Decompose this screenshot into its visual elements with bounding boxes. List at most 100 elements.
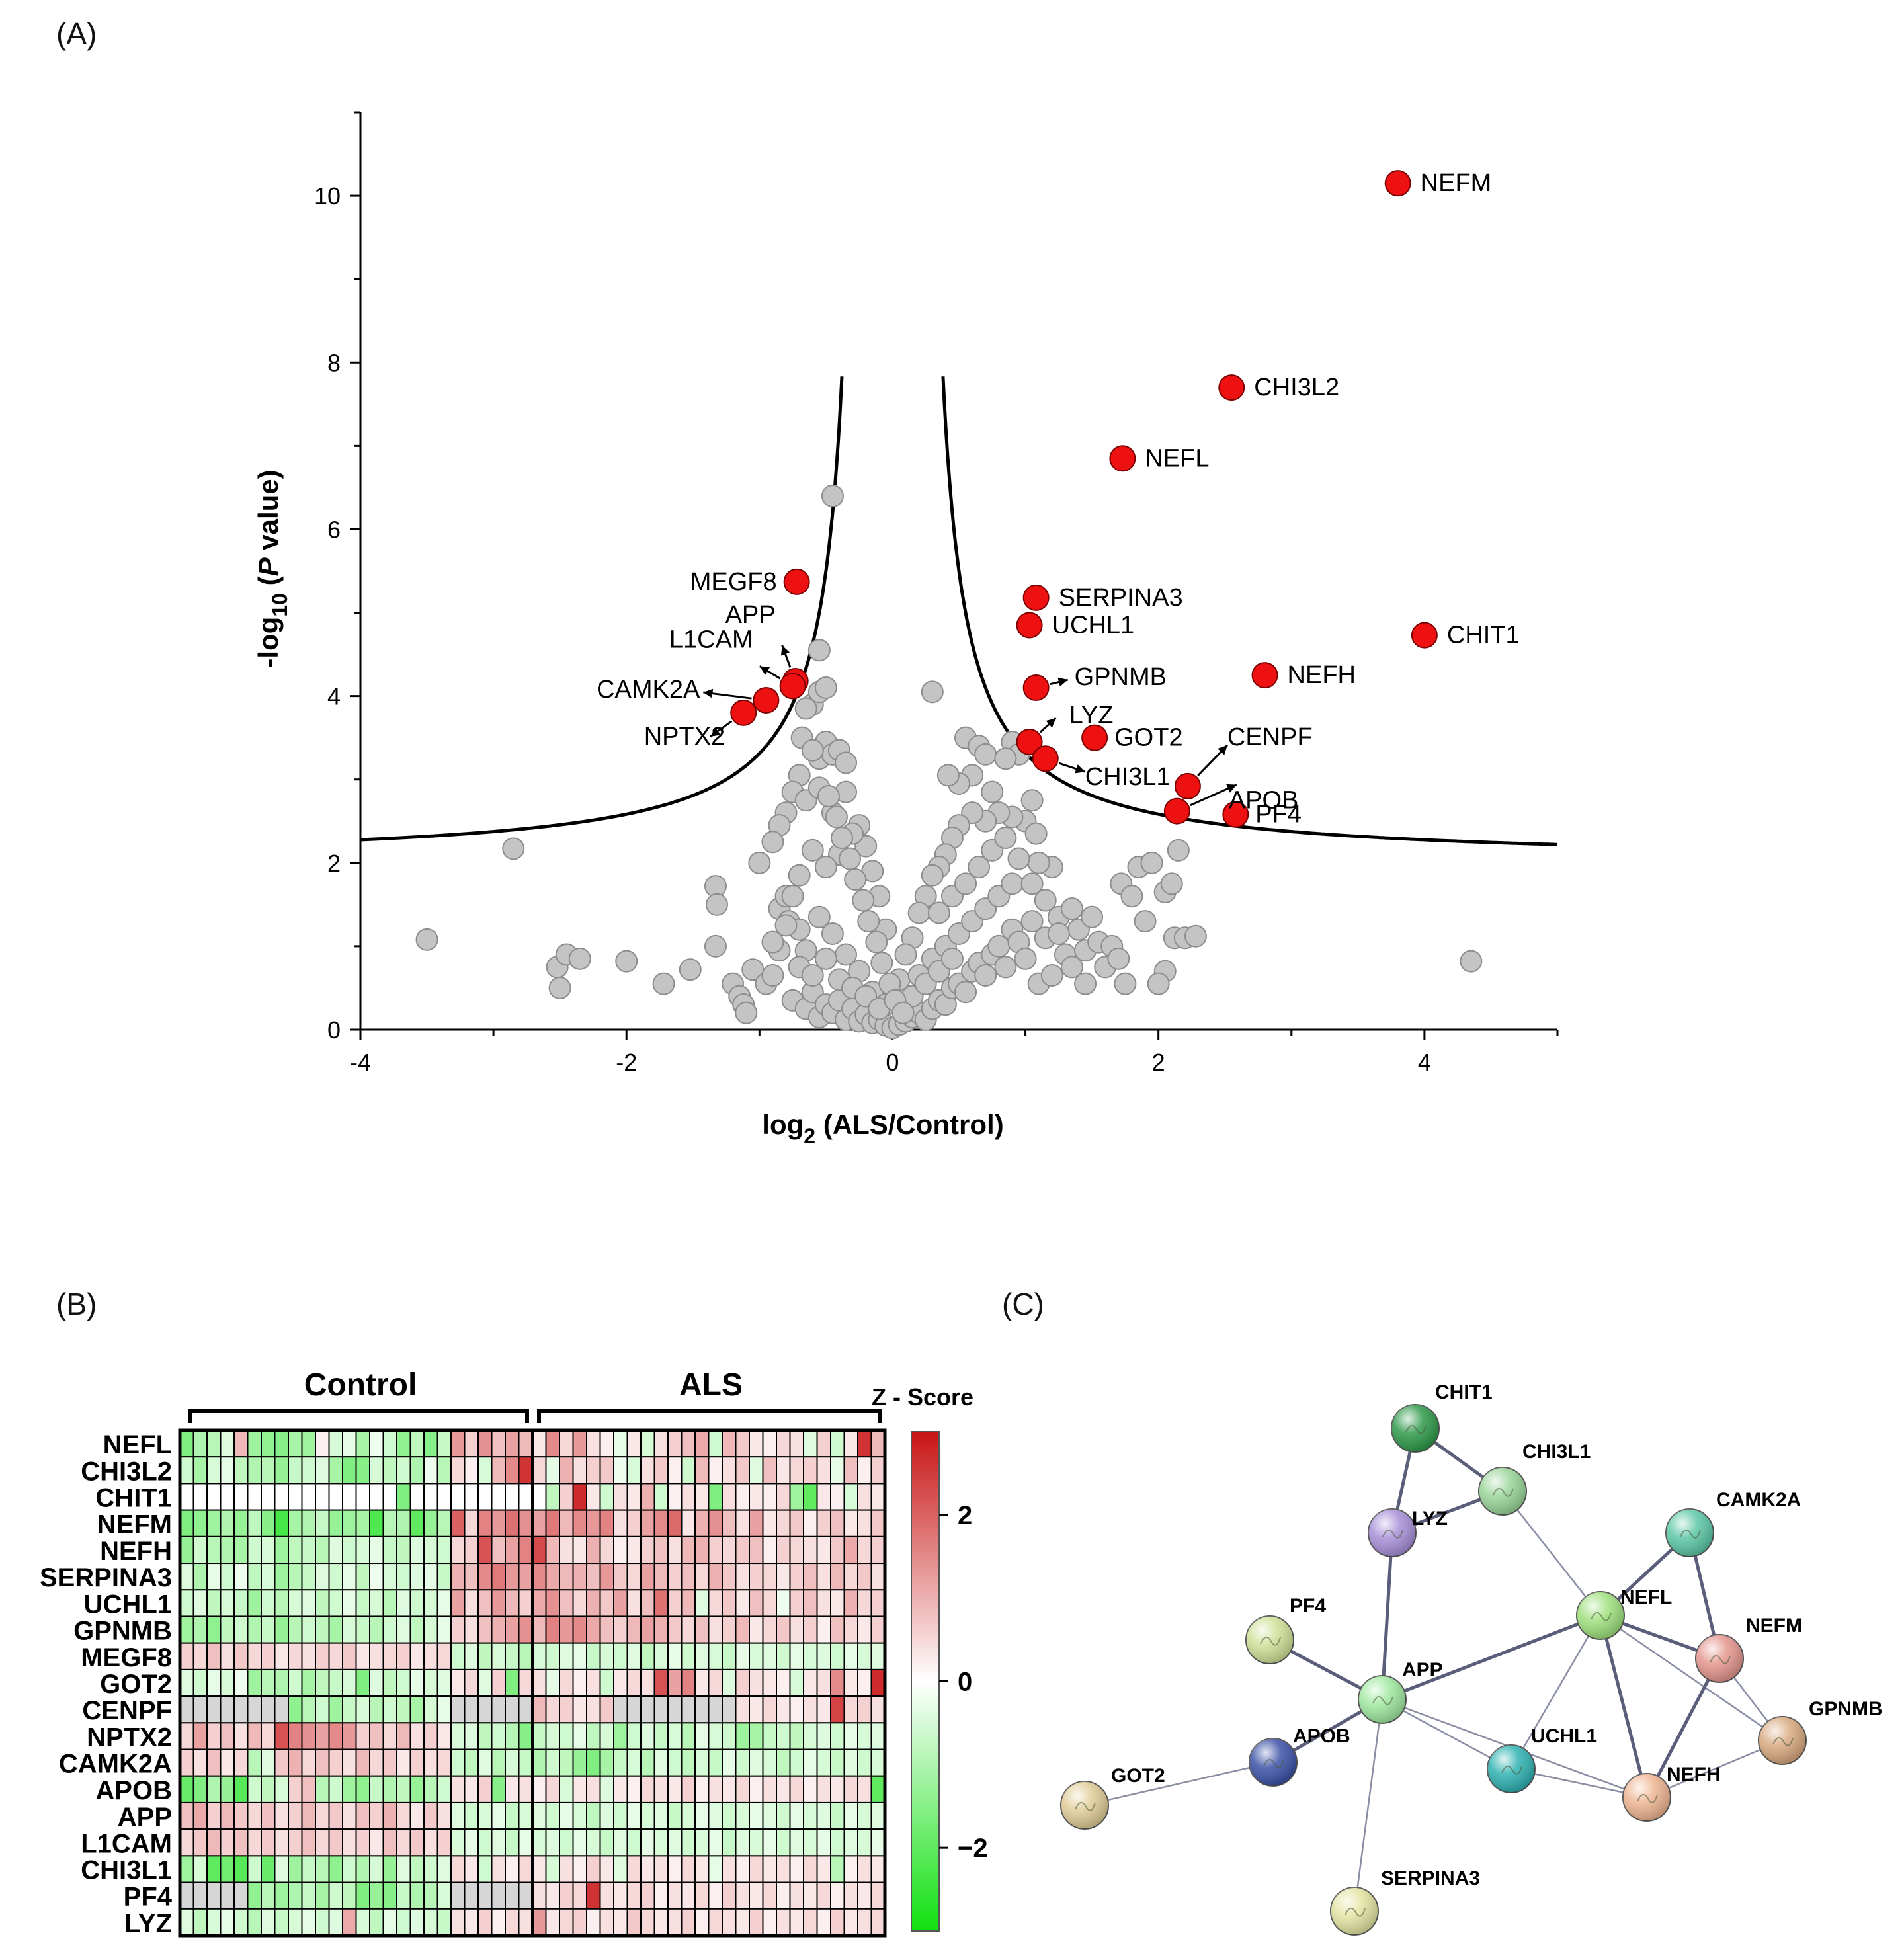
row-label-chit1: CHIT1 [95, 1484, 172, 1513]
nonsignificant-point [844, 868, 867, 891]
nonsignificant-point [981, 780, 1004, 803]
nonsignificant-point [801, 964, 824, 987]
x-tick-label: 4 [1418, 1049, 1431, 1076]
structure-icon [1680, 1530, 1701, 1539]
nonsignificant-point [814, 947, 837, 970]
nonsignificant-point [1060, 956, 1083, 979]
y-axis-label: -log10 (P value) [253, 470, 292, 667]
significant-point-pf4 [1222, 801, 1249, 828]
structure-icon [1493, 1488, 1514, 1497]
significant-point-megf8 [783, 568, 810, 595]
structure-icon [1260, 1637, 1281, 1646]
point-label-cenpf: CENPF [1227, 723, 1313, 751]
nonsignificant-point [705, 893, 728, 916]
nonsignificant-point [807, 905, 831, 928]
row-label-serpina3: SERPINA3 [40, 1563, 172, 1592]
y-tick-label: 8 [327, 349, 341, 376]
structure-icon [1501, 1766, 1522, 1775]
threshold-curve-left [360, 376, 844, 842]
als-bracket [537, 1409, 882, 1423]
nonsignificant-point [568, 947, 591, 970]
y-tick-label: 10 [314, 183, 341, 210]
edge-app-serpina3 [1353, 1699, 1384, 1912]
nonsignificant-point [927, 901, 950, 924]
point-label-megf8: MEGF8 [690, 568, 777, 596]
nonsignificant-point [1074, 972, 1097, 995]
significant-point-chit1 [1411, 622, 1438, 649]
node-nefh: NEFH [1622, 1764, 1721, 1822]
row-label-gpnmb: GPNMB [73, 1617, 172, 1646]
significant-point-camk2a [753, 686, 780, 714]
row-label-app: APP [118, 1803, 172, 1832]
nonsignificant-point [865, 930, 888, 954]
row-label-cenpf: CENPF [82, 1696, 172, 1725]
node-label-pf4: PF4 [1290, 1595, 1326, 1617]
nonsignificant-point [994, 747, 1017, 770]
node-pf4: PF4 [1245, 1595, 1326, 1664]
panel-label-b: (B) [56, 1287, 97, 1321]
nonsignificant-point [1184, 924, 1207, 948]
nonsignificant-point [954, 872, 977, 895]
arrow-head-chi3l1 [1075, 764, 1085, 774]
nonsignificant-point [1047, 922, 1070, 945]
control-bracket [188, 1409, 529, 1423]
volcano-plot: -4 -2 0 2 4 0 2 4 6 8 10 NEFM CHI3L2 NEFL SERPINA3UCH… [253, 111, 1559, 1148]
edge-nefm-nefh [1645, 1657, 1721, 1799]
point-label-uchl1: UCHL1 [1052, 611, 1135, 639]
nonsignificant-point [968, 856, 991, 879]
nonsignificant-point [781, 885, 804, 908]
structure-icon [1405, 1425, 1427, 1434]
significant-point-cenpf [1174, 772, 1201, 799]
significant-point-got2 [1081, 724, 1108, 751]
nonsignificant-point [788, 864, 811, 887]
node-serpina3: SERPINA3 [1330, 1867, 1480, 1936]
edge-nefl-nefh [1598, 1615, 1649, 1798]
row-label-camk2a: CAMK2A [59, 1750, 172, 1779]
significant-point-chi3l1 [1032, 745, 1059, 772]
node-label-chit1: CHIT1 [1435, 1381, 1493, 1403]
colorbar-title: Z - Score [872, 1383, 973, 1410]
edge-lyz-app [1380, 1532, 1394, 1700]
significant-point-uchl1 [1016, 612, 1043, 639]
point-label-nefh: NEFH [1288, 661, 1356, 689]
structure-icon [1372, 1696, 1393, 1705]
row-label-chi3l2: CHI3L2 [81, 1457, 172, 1486]
nonsignificant-point [821, 922, 844, 945]
node-gpnmb: GPNMB [1758, 1698, 1883, 1765]
point-label-chit1: CHIT1 [1447, 622, 1520, 649]
row-label-chi3l1: CHI3L1 [81, 1856, 172, 1885]
point-label-app: APP [725, 601, 776, 629]
nonsignificant-point [1020, 789, 1044, 812]
row-label-nefl: NEFL [103, 1430, 172, 1459]
node-app: APP [1358, 1659, 1443, 1724]
nonsignificant-point [974, 964, 997, 987]
row-label-apob: APOB [95, 1776, 172, 1805]
nonsignificant-point [502, 837, 525, 860]
edge-apob-got2 [1084, 1761, 1274, 1807]
significant-point-nefh [1251, 662, 1278, 689]
nonsignificant-point [1120, 885, 1143, 908]
row-label-l1cam: L1CAM [81, 1829, 172, 1858]
nonsignificant-point [704, 934, 727, 958]
node-label-uchl1: UCHL1 [1531, 1725, 1597, 1747]
nonsignificant-point [921, 680, 944, 704]
nonsignificant-point [1147, 972, 1170, 995]
arrow-head-nptx2 [710, 727, 721, 737]
node-label-got2: GOT2 [1111, 1765, 1165, 1787]
nonsignificant-point [774, 914, 798, 937]
row-label-megf8: MEGF8 [81, 1643, 172, 1672]
significant-point-serpina3 [1022, 584, 1050, 611]
nonsignificant-point [1034, 889, 1057, 912]
significant-point-chi3l2 [1218, 374, 1245, 401]
point-label-chi3l2: CHI3L2 [1254, 374, 1339, 401]
node-label-app: APP [1402, 1659, 1443, 1681]
nonsignificant-point [748, 851, 771, 874]
nonsignificant-point [1140, 851, 1163, 874]
nonsignificant-point [852, 889, 875, 912]
row-label-got2: GOT2 [100, 1670, 172, 1699]
node-label-lyz: LYZ [1412, 1508, 1448, 1530]
x-tick-label: -4 [350, 1049, 371, 1076]
x-tick-label: 0 [886, 1049, 899, 1076]
arrow-head-apob [1226, 784, 1237, 793]
nonsignificant-point [801, 838, 824, 862]
